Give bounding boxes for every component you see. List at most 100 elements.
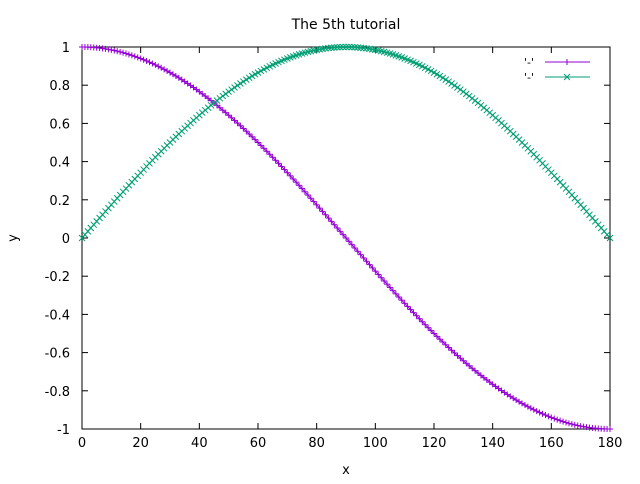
data-point (219, 92, 227, 100)
data-point (407, 57, 414, 65)
data-point (389, 51, 397, 58)
series-1 (79, 44, 613, 432)
chart-title: The 5th tutorial (291, 17, 401, 33)
data-point (245, 74, 253, 82)
data-point (565, 188, 573, 196)
x-tick-label: 140 (480, 436, 505, 451)
x-tick-label: 160 (539, 436, 564, 451)
data-point (586, 211, 593, 219)
data-point (401, 55, 409, 62)
data-point (345, 43, 353, 51)
data-point (342, 43, 350, 51)
data-point (228, 86, 235, 93)
y-tick-label: -0.8 (45, 385, 70, 400)
x-tick-label: 80 (308, 436, 325, 451)
data-point (360, 44, 367, 52)
legend-marker-1 (564, 59, 570, 65)
data-point (327, 44, 335, 52)
data-point (562, 185, 570, 192)
data-point (386, 50, 394, 57)
data-point (559, 181, 567, 189)
data-point (439, 74, 447, 82)
data-point (421, 64, 429, 72)
x-tick-label: 180 (598, 436, 623, 451)
data-point (603, 231, 611, 239)
data-point (459, 88, 467, 96)
x-tick-label: 20 (132, 436, 149, 451)
data-point (374, 47, 382, 54)
y-tick-label: -0.4 (45, 308, 70, 323)
data-point (606, 234, 614, 242)
legend-marker-glyph (563, 73, 571, 81)
legend-label-2: '-' (524, 71, 534, 84)
y-tick-label: 1 (62, 41, 70, 56)
data-point (597, 224, 605, 232)
data-point (237, 80, 244, 87)
series-layer (78, 43, 614, 432)
y-tick-label: 0.4 (49, 156, 70, 171)
data-point (410, 58, 417, 66)
y-tick-label: 0.2 (49, 194, 70, 209)
legend: '-' '-' (524, 56, 590, 84)
data-point (234, 82, 241, 89)
data-point (357, 44, 365, 52)
data-point (577, 201, 585, 209)
data-point (547, 169, 555, 177)
data-point (392, 51, 400, 59)
data-point (369, 45, 376, 53)
data-point (433, 70, 441, 78)
data-point (351, 43, 359, 51)
x-tick-label: 40 (191, 436, 208, 451)
data-point (225, 88, 233, 96)
data-point (550, 172, 558, 180)
legend-label-1: '-' (524, 56, 534, 69)
x-axis: 0 20 40 60 80 100 120 140 160 180 (78, 47, 623, 451)
data-point (354, 44, 362, 51)
data-point (231, 84, 238, 91)
legend-marker-2 (563, 73, 571, 81)
data-point (415, 61, 423, 69)
data-point (583, 208, 590, 215)
data-point (377, 47, 385, 55)
data-point (571, 194, 579, 202)
data-point (457, 86, 464, 93)
data-point (339, 43, 347, 51)
data-point (383, 49, 391, 57)
series-2 (78, 43, 614, 242)
data-point (545, 166, 552, 173)
data-point (424, 66, 432, 73)
data-point (442, 76, 450, 84)
y-tick-label: -0.2 (45, 270, 70, 285)
y-axis-label: y (6, 234, 21, 242)
data-point (553, 175, 561, 183)
data-point (594, 221, 602, 229)
data-point (542, 163, 549, 170)
data-point (462, 90, 470, 98)
data-point (363, 45, 370, 52)
y-tick-label: -0.6 (45, 347, 70, 362)
x-tick-label: 60 (250, 436, 267, 451)
legend-entry-2: '-' (524, 71, 590, 84)
data-point (591, 217, 599, 225)
data-point (336, 43, 344, 51)
data-point (330, 44, 338, 51)
data-point (454, 84, 461, 91)
data-point (436, 72, 444, 80)
data-point (222, 90, 230, 98)
data-point (589, 214, 596, 222)
data-point (430, 69, 438, 76)
y-tick-label: 0 (62, 232, 70, 247)
x-tick-label: 0 (78, 436, 86, 451)
data-point (539, 160, 546, 167)
y-tick-label: 0.8 (49, 79, 70, 94)
data-point (413, 60, 420, 67)
data-point (404, 56, 411, 64)
y-tick-label: -1 (57, 423, 70, 438)
x-tick-label: 100 (363, 436, 388, 451)
data-point (600, 227, 608, 235)
data-point (239, 78, 247, 85)
data-point (574, 198, 582, 205)
data-point (371, 46, 379, 54)
y-tick-label: 0.6 (49, 117, 70, 132)
